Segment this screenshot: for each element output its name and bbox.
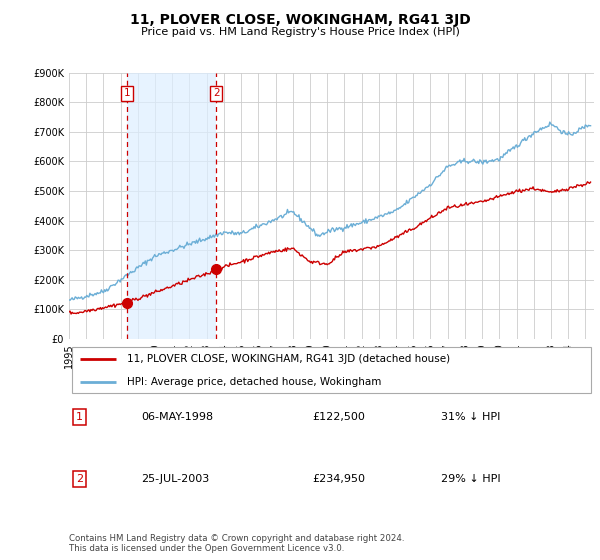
Text: 2: 2 <box>213 88 220 99</box>
Text: 11, PLOVER CLOSE, WOKINGHAM, RG41 3JD (detached house): 11, PLOVER CLOSE, WOKINGHAM, RG41 3JD (d… <box>127 354 450 365</box>
Text: 31% ↓ HPI: 31% ↓ HPI <box>441 412 500 422</box>
Text: 2: 2 <box>76 474 83 484</box>
Text: Price paid vs. HM Land Registry's House Price Index (HPI): Price paid vs. HM Land Registry's House … <box>140 27 460 37</box>
Text: 1: 1 <box>124 88 130 99</box>
Text: 29% ↓ HPI: 29% ↓ HPI <box>441 474 500 484</box>
Text: Contains HM Land Registry data © Crown copyright and database right 2024.
This d: Contains HM Land Registry data © Crown c… <box>69 534 404 553</box>
Text: 11, PLOVER CLOSE, WOKINGHAM, RG41 3JD: 11, PLOVER CLOSE, WOKINGHAM, RG41 3JD <box>130 13 470 27</box>
FancyBboxPatch shape <box>71 347 592 393</box>
Text: HPI: Average price, detached house, Wokingham: HPI: Average price, detached house, Woki… <box>127 377 381 388</box>
Text: 1: 1 <box>76 412 83 422</box>
Text: 06-MAY-1998: 06-MAY-1998 <box>141 412 213 422</box>
Text: £122,500: £122,500 <box>312 412 365 422</box>
Text: £234,950: £234,950 <box>312 474 365 484</box>
Text: 25-JUL-2003: 25-JUL-2003 <box>141 474 209 484</box>
Bar <box>127 73 217 339</box>
